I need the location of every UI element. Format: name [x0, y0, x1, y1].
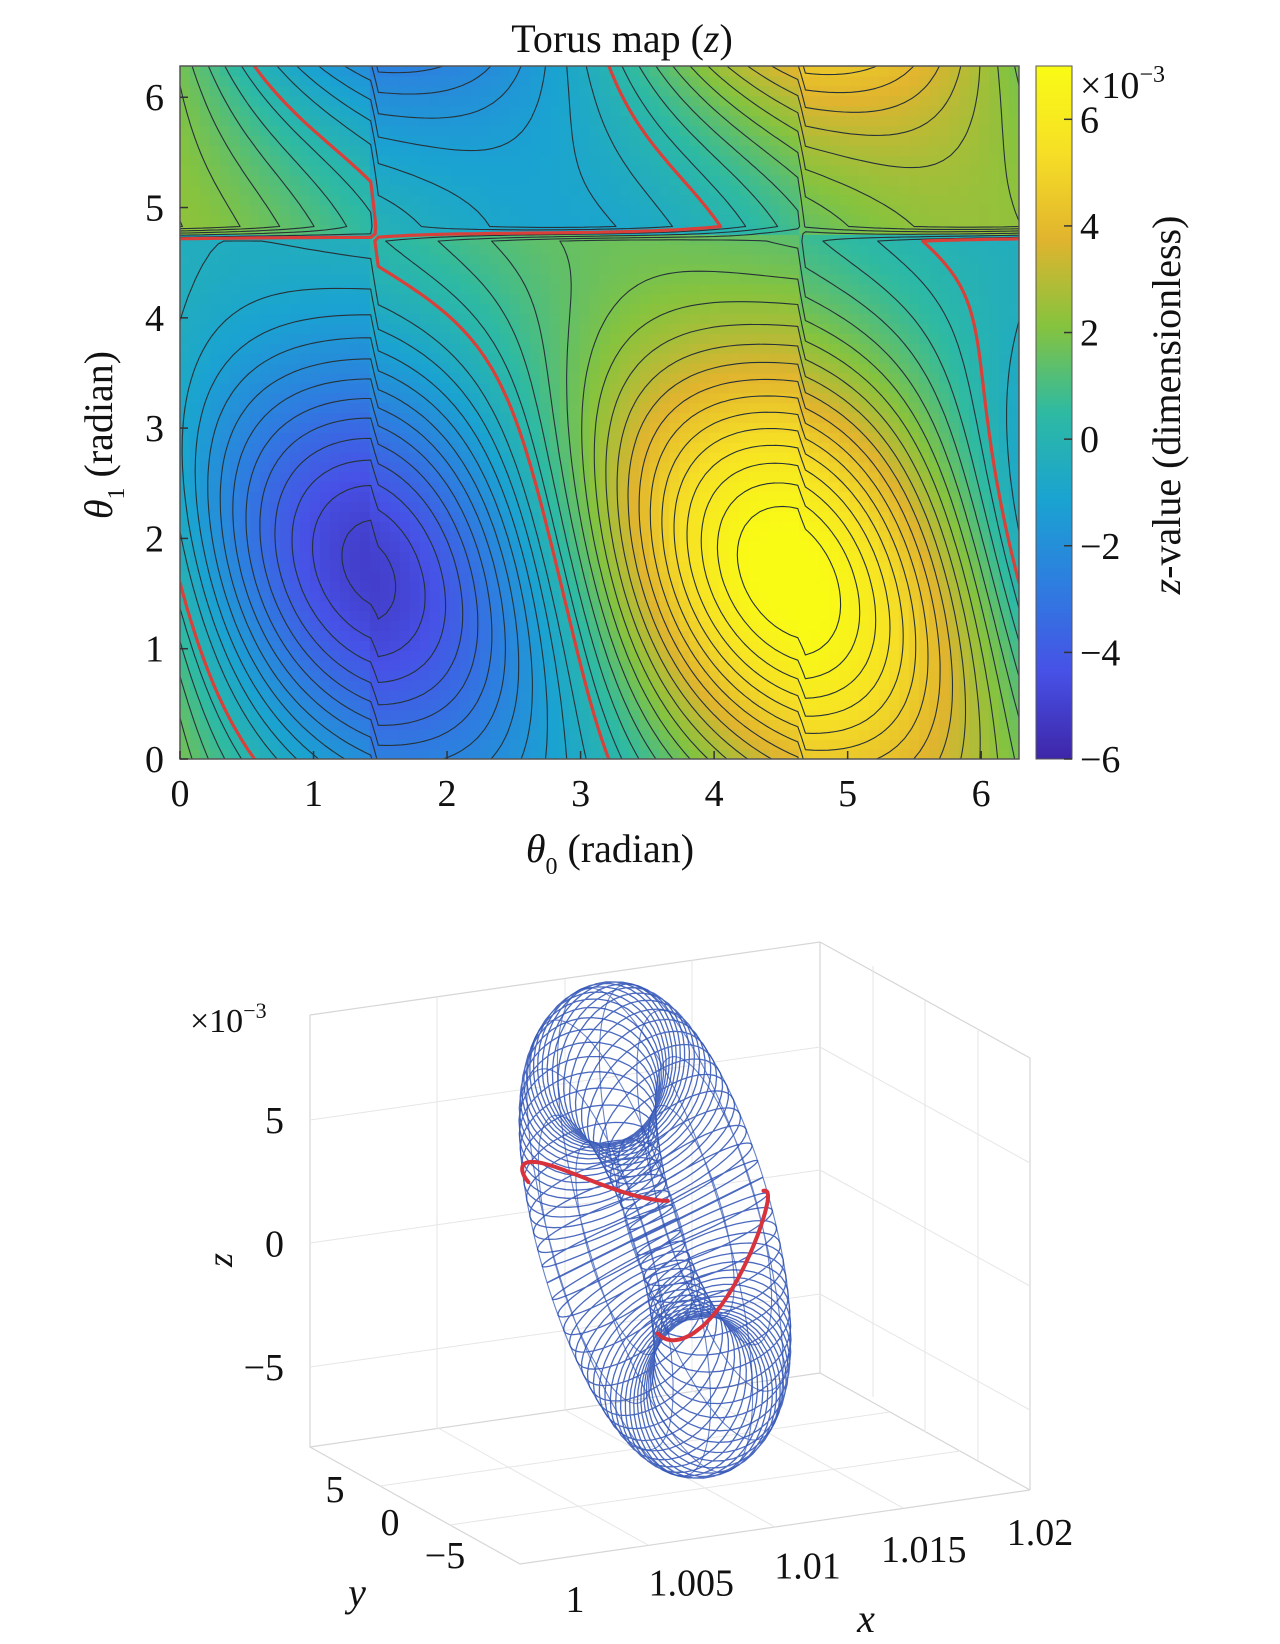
- colorbar-multiplier: ×10−3: [1080, 62, 1165, 107]
- colorbar-tick-label: −2: [1080, 526, 1120, 568]
- contour-chart: Torus map (z) 0 1 2 3 4 5 6 0 1 2 3 4 5 6 θ0 (radian…: [76, 16, 1189, 880]
- y-tick-label: 2: [145, 518, 164, 560]
- y-tick-label: 6: [145, 77, 164, 119]
- x-tick-label-3d: 1.005: [649, 1562, 735, 1604]
- z-tick-label-3d: 0: [265, 1224, 284, 1266]
- y-axis-label-3d: y: [344, 1570, 366, 1615]
- colorbar-tick-label: 2: [1080, 313, 1099, 355]
- y-tick-label: 1: [145, 629, 164, 671]
- z-tick-label-3d: −5: [244, 1347, 284, 1389]
- x-tick-label-3d: 1.01: [774, 1546, 841, 1588]
- x-tick-label: 0: [171, 773, 190, 815]
- y-tick-label: 5: [145, 188, 164, 230]
- z-axis-ticks-3d: 5 0 −5: [244, 1100, 284, 1389]
- z-axis-label-3d: z: [200, 1253, 240, 1268]
- colorbar-label: z-value (dimensionless): [1144, 216, 1189, 596]
- x-tick-label-3d: 1.015: [881, 1529, 967, 1571]
- torus-multiplier: ×10−3: [190, 998, 267, 1040]
- torus-mesh-lines: [519, 982, 791, 1478]
- y-tick-label: 3: [145, 408, 164, 450]
- y-axis-label: θ1 (radian): [76, 351, 130, 519]
- x-tick-label: 2: [438, 773, 457, 815]
- x-tick-label: 4: [705, 773, 724, 815]
- x-axis-ticks: 0 1 2 3 4 5 6: [171, 751, 991, 815]
- colorbar: [1036, 66, 1072, 759]
- x-tick-label: 3: [571, 773, 590, 815]
- x-tick-label: 1: [304, 773, 323, 815]
- y-tick-label-3d: 0: [381, 1502, 400, 1544]
- y-tick-label: 0: [145, 739, 164, 781]
- heatmap-field: [180, 66, 1020, 760]
- colorbar-tick-label: 4: [1080, 206, 1099, 248]
- colorbar-tick-label: −6: [1080, 739, 1120, 781]
- colorbar-tick-label: 0: [1080, 419, 1099, 461]
- x-tick-label-3d: 1: [566, 1579, 585, 1621]
- y-tick-label-3d: 5: [326, 1469, 345, 1511]
- x-tick-label-3d: 1.02: [1007, 1512, 1074, 1554]
- x-tick-label: 6: [972, 773, 991, 815]
- y-tick-label-3d: −5: [425, 1535, 465, 1577]
- y-tick-label: 4: [145, 298, 164, 340]
- torus-wireframe: [519, 982, 791, 1478]
- chart-title: Torus map (z): [511, 16, 733, 61]
- x-tick-label: 5: [838, 773, 857, 815]
- colorbar-tick-label: −4: [1080, 632, 1120, 674]
- y-axis-ticks-3d: 50 −5: [326, 1469, 466, 1577]
- x-axis-label: θ0 (radian): [526, 826, 694, 880]
- z-tick-label-3d: 5: [265, 1100, 284, 1142]
- x-axis-label-3d: x: [856, 1596, 875, 1639]
- x-axis-ticks-3d: 1 1.005 1.01 1.015 1.02: [566, 1512, 1074, 1621]
